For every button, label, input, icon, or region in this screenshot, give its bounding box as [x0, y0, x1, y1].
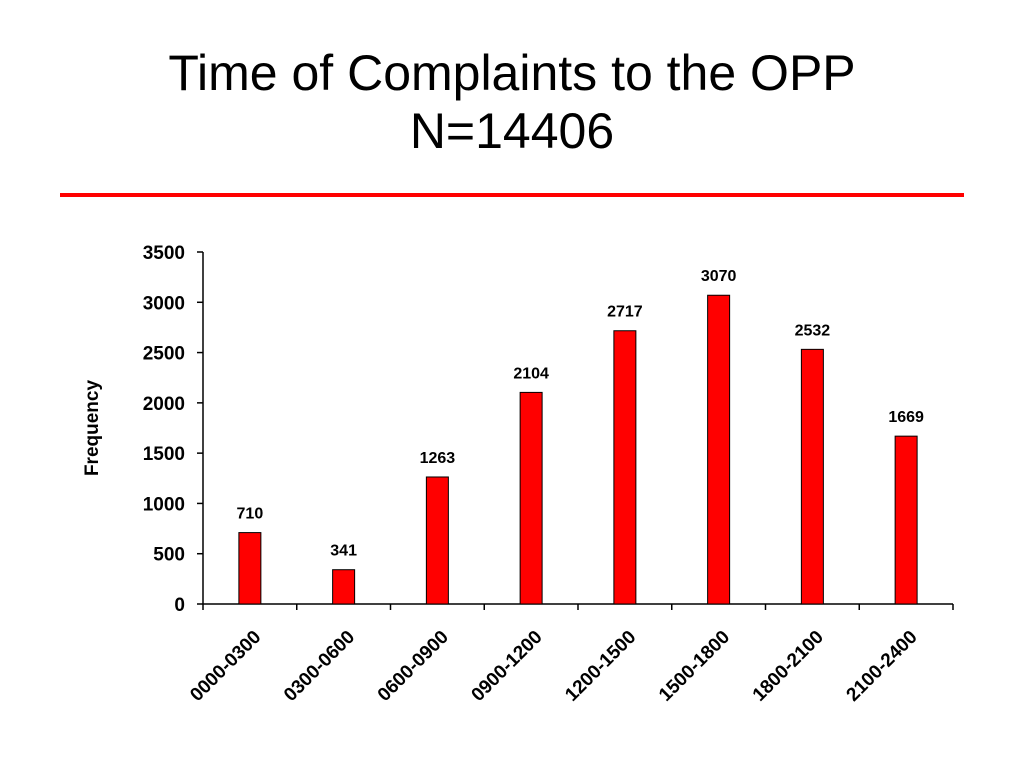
- y-tick-label: 3500: [143, 243, 185, 264]
- slide-title: Time of Complaints to the OPP N=14406: [0, 44, 1024, 160]
- y-tick-label: 500: [153, 545, 185, 566]
- x-tick-label-2100-2400: 2100-2400: [843, 627, 922, 706]
- bar-2100-2400: [894, 435, 918, 605]
- slide-title-line-2: N=14406: [409, 103, 615, 159]
- bars: [238, 294, 918, 605]
- bar-0300-0600: [332, 569, 356, 605]
- data-label-0000-0300: 710: [237, 506, 264, 523]
- bar-0900-1200: [519, 391, 543, 605]
- data-label-1500-1800: 3070: [701, 268, 737, 285]
- bar-1200-1500: [613, 330, 637, 605]
- y-tick-label: 1500: [143, 444, 185, 465]
- title-divider: [60, 193, 964, 197]
- y-tick-label: 2000: [143, 394, 185, 415]
- slide-title-line-1: Time of Complaints to the OPP: [168, 45, 856, 101]
- x-tick-label-1200-1500: 1200-1500: [561, 627, 640, 706]
- data-labels: 710 341 1263 2104 2717 3070 2532 1669: [237, 268, 925, 559]
- y-tick-label: 1000: [143, 494, 185, 515]
- x-axis: 0000-0300 0300-0600 0600-0900 0900-1200 1200…: [186, 603, 954, 706]
- y-axis-title: Frequency: [82, 380, 103, 477]
- y-tick-label: 0: [174, 595, 185, 616]
- x-tick-label-0600-0900: 0600-0900: [374, 627, 453, 706]
- x-tick-label-1800-2100: 1800-2100: [749, 627, 828, 706]
- bar-0600-0900: [425, 476, 449, 605]
- bar-1800-2100: [800, 348, 824, 605]
- y-tick-label: 3000: [143, 293, 185, 314]
- data-label-0900-1200: 2104: [513, 365, 549, 382]
- data-label-0600-0900: 1263: [420, 450, 456, 467]
- data-label-2100-2400: 1669: [888, 409, 924, 426]
- y-tick-label: 2500: [143, 344, 185, 365]
- bar-0000-0300: [238, 532, 262, 605]
- data-label-1200-1500: 2717: [607, 304, 643, 321]
- data-label-1800-2100: 2532: [795, 322, 831, 339]
- y-axis: 0 500 1000 1500 2000 2500 3000 3500: [143, 243, 204, 616]
- data-label-0300-0600: 341: [330, 543, 357, 560]
- x-tick-label-0900-1200: 0900-1200: [468, 627, 547, 706]
- x-tick-label-0000-0300: 0000-0300: [186, 627, 265, 706]
- x-tick-label-1500-1800: 1500-1800: [655, 627, 734, 706]
- x-tick-label-0300-0600: 0300-0600: [280, 627, 359, 706]
- bar-1500-1800: [707, 294, 731, 605]
